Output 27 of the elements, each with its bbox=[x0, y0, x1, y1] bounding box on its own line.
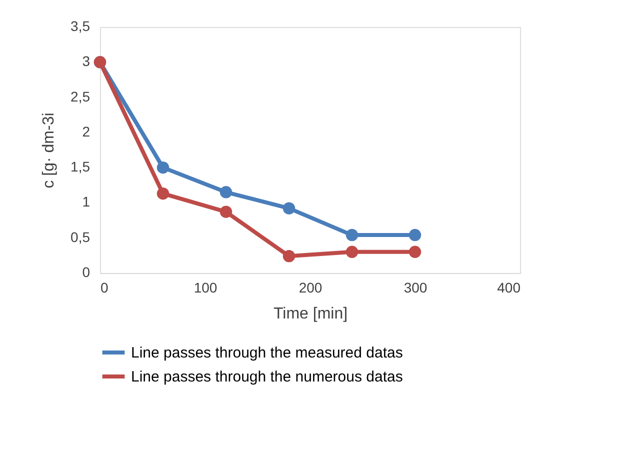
y-tick-label: 0 bbox=[82, 264, 90, 280]
point bbox=[346, 228, 358, 242]
point bbox=[156, 187, 170, 200]
legend-label: Line passes through the measured datas bbox=[131, 344, 403, 362]
y-tick-label: 1,5 bbox=[70, 158, 90, 175]
y-tick-label: 2,5 bbox=[70, 88, 90, 104]
point bbox=[346, 246, 358, 258]
y-tick-label: 0,5 bbox=[70, 228, 90, 245]
y-tick-label: 2 bbox=[82, 123, 90, 140]
y-tick-label: 3,5 bbox=[70, 18, 90, 34]
x-tick-label: 100 bbox=[194, 280, 218, 296]
legend-label: Line passes through the numerous datas bbox=[131, 368, 403, 386]
x-tick-label: 300 bbox=[404, 280, 428, 296]
y-tick-label: 3 bbox=[82, 53, 90, 70]
x-tick-label: 0 bbox=[100, 280, 108, 296]
point bbox=[156, 161, 170, 174]
x-tick-label: 400 bbox=[497, 280, 521, 296]
x-tick-label: 200 bbox=[298, 280, 322, 296]
point bbox=[408, 246, 422, 258]
y-tick-label: 1 bbox=[82, 194, 90, 210]
point bbox=[220, 186, 232, 198]
point bbox=[282, 250, 296, 262]
y-axis-title: c [g· dm-3i bbox=[40, 112, 58, 188]
point bbox=[220, 206, 232, 218]
point bbox=[282, 202, 296, 214]
point bbox=[408, 228, 422, 242]
x-axis-title: Time [min] bbox=[273, 306, 348, 322]
